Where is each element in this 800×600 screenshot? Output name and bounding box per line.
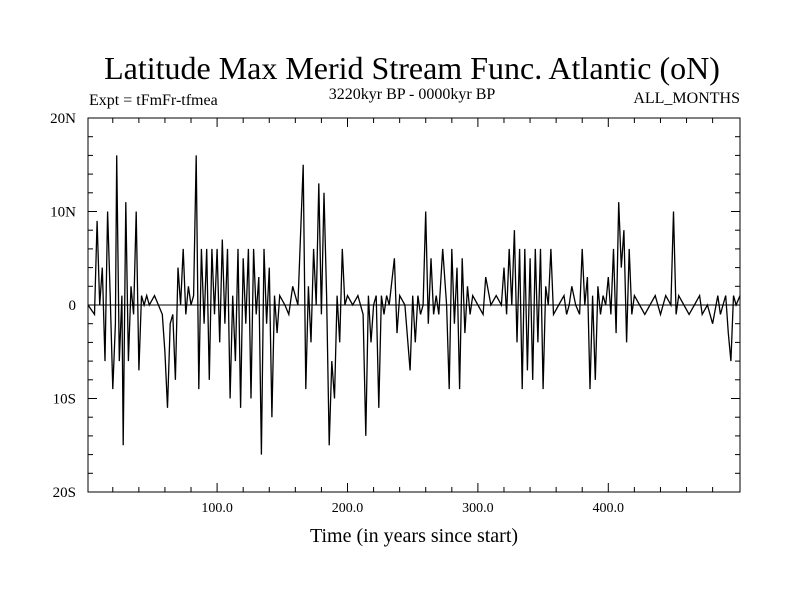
y-tick-label: 0	[69, 298, 77, 314]
y-tick-label: 20N	[50, 111, 76, 127]
tick-layer: 100.0 200.0 300.0 400.0 20N 10N 0 10S 20S	[50, 111, 740, 516]
series-layer	[87, 155, 741, 455]
months-label: ALL_MONTHS	[633, 90, 740, 107]
x-tick-label: 400.0	[593, 501, 625, 516]
experiment-label: Expt = tFmFr-tfmea	[89, 92, 218, 109]
x-axis-label: Time (in years since start)	[310, 525, 518, 547]
time-range-label: 3220kyr BP - 0000kyr BP	[329, 86, 496, 103]
chart-title: Latitude Max Merid Stream Func. Atlantic…	[104, 50, 720, 86]
y-tick-label: 10S	[53, 392, 76, 408]
y-tick-label: 20S	[53, 485, 76, 501]
x-tick-label: 300.0	[462, 501, 494, 516]
series-line-0	[87, 155, 741, 455]
x-tick-label: 100.0	[201, 501, 233, 516]
y-tick-label: 10N	[50, 205, 76, 221]
x-tick-label: 200.0	[332, 501, 364, 516]
